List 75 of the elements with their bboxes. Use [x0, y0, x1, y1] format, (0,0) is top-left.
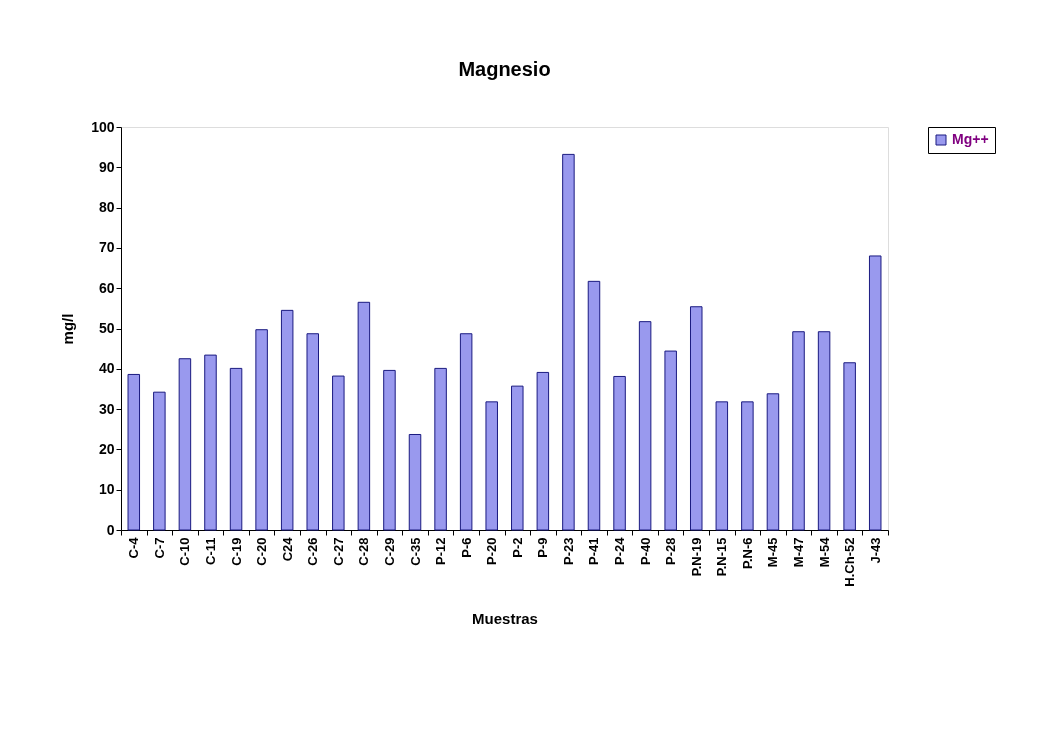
y-tick-label: 50	[98, 320, 115, 336]
y-tick-label: 60	[98, 279, 115, 296]
y-tick-label: 30	[98, 400, 115, 417]
legend-label: Mg++	[952, 131, 989, 147]
bar	[536, 371, 550, 531]
y-tick-label: 90	[98, 158, 115, 175]
x-tick-label: P-28	[663, 537, 679, 565]
bar	[459, 333, 473, 531]
bar	[638, 321, 652, 531]
x-tick-label: P-24	[612, 536, 628, 565]
x-tick-label: P.N-15	[714, 537, 730, 577]
bar	[817, 331, 831, 531]
bar	[741, 401, 754, 531]
y-tick-label: 10	[98, 481, 115, 498]
bar	[383, 369, 396, 531]
bar	[843, 362, 856, 531]
bar	[562, 153, 575, 531]
chart-title: Magnesio	[458, 58, 551, 80]
x-tick-label: C-19	[228, 537, 244, 566]
x-axis-title: Muestras	[472, 609, 538, 627]
bar	[204, 354, 217, 531]
x-tick-label: M-45	[765, 537, 781, 568]
bar	[434, 367, 447, 531]
bar	[332, 375, 345, 531]
x-tick-label: H.Ch-52	[842, 537, 858, 587]
x-tick-label: P.N-6	[739, 537, 755, 570]
x-tick-label: C-35	[407, 537, 423, 566]
x-tick-label: P-20	[484, 537, 500, 565]
bar	[792, 331, 805, 531]
y-tick-label: 70	[98, 239, 115, 256]
bar	[153, 391, 166, 531]
x-tick-label: P-23	[560, 537, 576, 565]
x-tick-label: P-40	[637, 537, 653, 565]
bar	[690, 306, 703, 531]
x-tick-label: C-10	[177, 537, 193, 566]
x-tick-label: P-2	[509, 537, 525, 558]
x-tick-label: J-43	[867, 537, 883, 564]
x-tick-label: C-27	[330, 537, 346, 566]
x-tick-label: P-41	[586, 537, 602, 565]
x-tick-label: C-26	[305, 537, 321, 566]
bar	[511, 385, 524, 531]
bar	[766, 393, 780, 531]
bar	[229, 367, 243, 531]
x-tick-label: P-6	[458, 537, 474, 558]
bar	[485, 401, 498, 531]
bar	[587, 280, 601, 531]
y-axis-title: mg/l	[59, 313, 77, 345]
x-tick-label: C-11	[202, 537, 218, 565]
x-tick-label: C-29	[381, 537, 397, 566]
x-tick-label: C24	[279, 536, 295, 562]
y-tick-label: 0	[106, 521, 115, 538]
y-tick-label: 100	[91, 118, 115, 135]
y-tick-label: 20	[98, 440, 115, 457]
bar	[408, 433, 422, 531]
x-tick-label: M-54	[816, 536, 832, 568]
bar	[280, 309, 294, 531]
x-tick-label: C-4	[126, 536, 142, 559]
x-tick-label: C-28	[356, 537, 372, 566]
bar	[255, 329, 268, 531]
x-tick-label: C-20	[254, 537, 270, 566]
x-tick-label: P-12	[433, 537, 449, 565]
bar	[357, 301, 371, 531]
bar	[178, 358, 192, 531]
bar	[868, 255, 882, 531]
bar	[127, 373, 141, 531]
bar	[306, 333, 319, 531]
x-tick-label: P.N-19	[688, 537, 704, 577]
bar	[715, 401, 729, 531]
x-tick-label: M-47	[791, 537, 807, 568]
bar	[664, 350, 677, 531]
x-tick-label: P-9	[535, 537, 551, 558]
y-tick-label: 40	[98, 360, 115, 377]
bar	[613, 375, 626, 531]
x-tick-label: C-7	[151, 537, 167, 559]
y-tick-label: 80	[98, 199, 115, 216]
